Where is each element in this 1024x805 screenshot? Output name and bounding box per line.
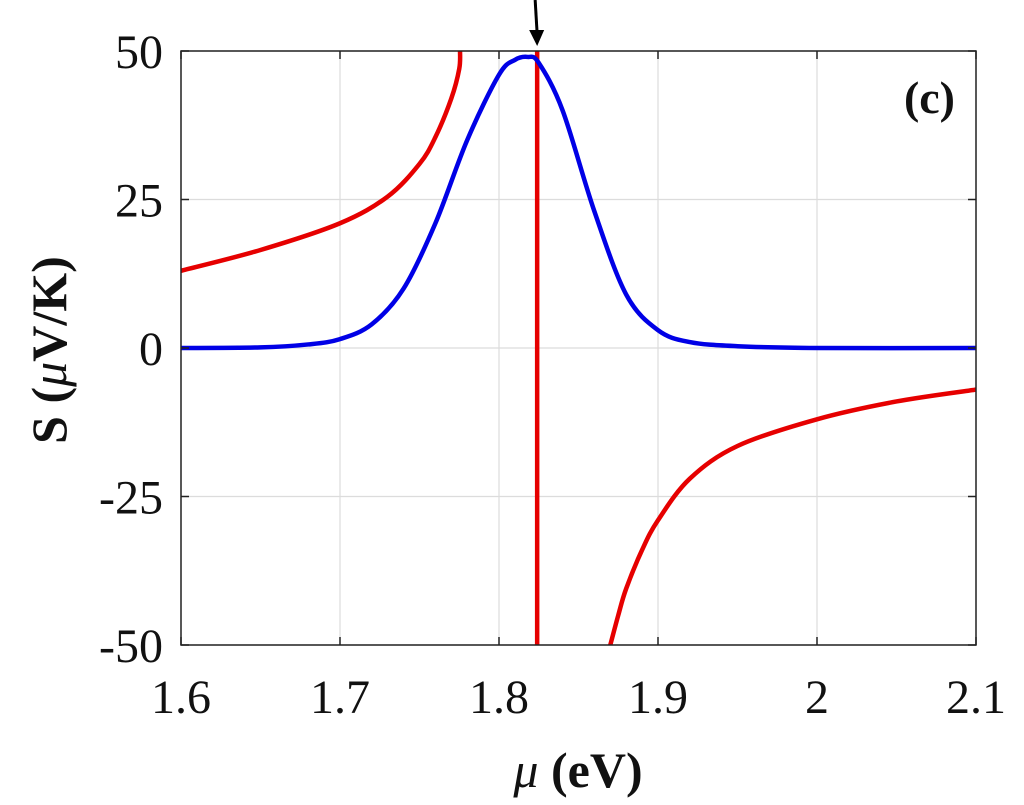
series-layer [181,51,976,645]
series-red-curve [181,51,463,273]
arrow-shaft [533,0,539,35]
x-tick-label: 1.6 [151,671,211,724]
y-axis-prefix: S ( [21,387,77,444]
annotation-layer [529,0,545,46]
y-tick-label: 50 [115,26,163,79]
y-axis-suffix: V/K) [21,256,77,362]
x-tick-label: 2 [805,671,829,724]
series-red-curve-right [608,387,976,645]
y-tick-label: -25 [99,472,163,525]
arrow-head [529,30,545,46]
x-axis-unit: (eV) [539,742,643,798]
x-tick-label: 1.9 [628,671,688,724]
x-axis-mu: μ [512,742,538,798]
panel-label: (c) [904,72,955,123]
y-tick-label: -50 [99,620,163,673]
series-blue-curve [181,54,976,351]
y-axis-mu: μ [21,362,77,388]
tick-layer: 1.6 1.7 1.8 1.9 2 2.1 50 25 0 -25 -50 [99,26,1006,724]
x-tick-label: 1.7 [310,671,370,724]
x-tick-label: 2.1 [946,671,1006,724]
x-axis-title: μ (eV) [512,742,642,798]
y-tick-label: 0 [139,323,163,376]
y-tick-label: 25 [115,175,163,228]
y-axis-title: S (μV/K) [21,256,77,444]
x-tick-label: 1.8 [469,671,529,724]
